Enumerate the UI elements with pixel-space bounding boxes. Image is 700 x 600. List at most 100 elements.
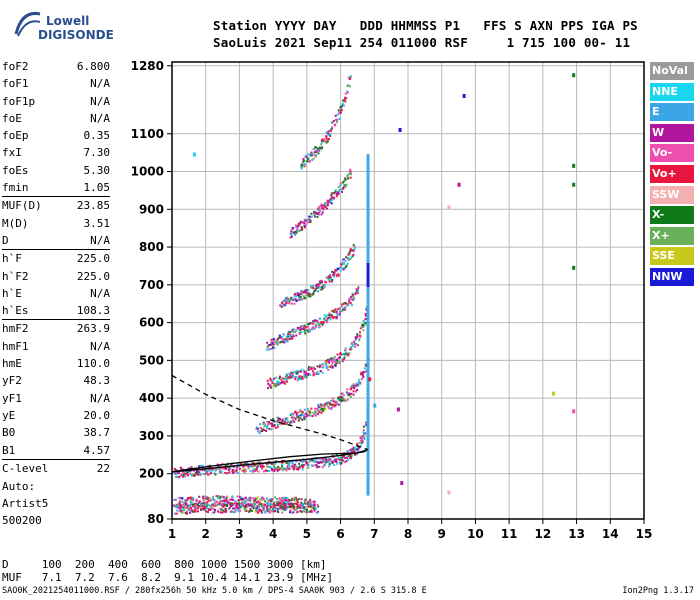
echo-point [266,379,269,382]
echo-point [186,509,189,512]
echo-point [225,498,228,501]
echo-point [235,504,238,507]
echo-point [349,249,352,252]
echo-point [278,377,281,380]
echo-point [255,507,258,510]
echo-point [366,441,370,445]
echo-point [185,511,188,514]
echo-point [260,427,262,429]
echo-point [314,156,317,159]
echo-point [229,503,232,506]
echo-point [338,396,341,398]
echo-point [297,224,300,227]
echo-point [317,149,320,152]
echo-point [226,495,229,498]
echo-point [319,282,322,285]
echo-point [295,460,298,463]
echo-point [362,431,365,434]
echo-point [270,499,273,502]
echo-point [280,505,283,508]
echo-point [326,207,328,210]
echo-point [314,149,317,152]
echo-point [368,377,372,382]
echo-point [311,506,314,509]
echo-point [345,256,348,259]
echo-point [303,330,306,333]
echo-point [309,219,312,222]
echo-point [340,305,343,308]
echo-point [270,338,273,341]
echo-point [295,299,298,302]
echo-point [261,465,264,468]
echo-point [259,423,262,426]
echo-point [340,353,343,356]
echo-point [341,190,343,193]
echo-point [323,138,326,141]
echo-point [352,446,355,449]
echo-point [325,363,328,366]
param-name: h`F2 [2,269,29,283]
echo-point [277,383,280,386]
echo-point [304,164,307,167]
echo-point [202,503,205,506]
param-row: foE N/A [2,110,110,127]
echo-point [326,140,329,143]
echo-point [366,271,370,275]
echo-point [336,359,339,362]
echo-point [353,453,356,456]
digisonde-logo: Lowell DIGISONDE [8,6,114,44]
echo-point [285,300,288,303]
echo-point [283,507,286,510]
echo-point [307,505,310,508]
echo-point [331,460,333,463]
echo-point [321,466,324,469]
echo-point [366,223,370,227]
echo-point [267,503,270,506]
echo-point [355,337,358,340]
echo-point [215,495,218,498]
echo-point [260,511,263,514]
echo-point [352,248,355,251]
echo-point [190,502,193,505]
echo-point [332,119,335,122]
echo-point [361,378,363,381]
echo-point [309,329,312,331]
echo-point [309,215,312,218]
echo-point [366,477,370,481]
echo-point [276,469,279,472]
echo-point [285,338,288,341]
echo-point [288,372,291,375]
echo-point [303,464,305,467]
echo-point [246,461,248,464]
echo-point [328,280,331,283]
echo-point [318,209,321,212]
echo-point [363,437,366,440]
echo-point [356,335,359,338]
echo-point [366,492,370,496]
echo-point [278,336,281,339]
echo-point [366,178,370,182]
echo-point [246,464,249,467]
echo-point [222,505,225,508]
echo-point [336,353,339,356]
echo-point [307,292,310,294]
echo-point [330,192,333,195]
echo-point [226,499,228,502]
echo-point [306,414,309,417]
echo-point [318,366,321,369]
echo-point [266,341,269,344]
param-row: yF2 48.3 [2,372,110,389]
echo-point [317,409,320,412]
echo-point [249,503,252,506]
echo-point [248,510,251,513]
param-row: fmin 1.05 [2,179,110,196]
echo-point [254,507,257,510]
echo-point [338,190,340,192]
echo-point [173,512,176,515]
echo-point [342,99,345,102]
echo-point [259,501,262,504]
echo-point [270,380,273,383]
echo-point [363,367,366,370]
echo-point [300,291,303,293]
echo-point [219,471,222,473]
